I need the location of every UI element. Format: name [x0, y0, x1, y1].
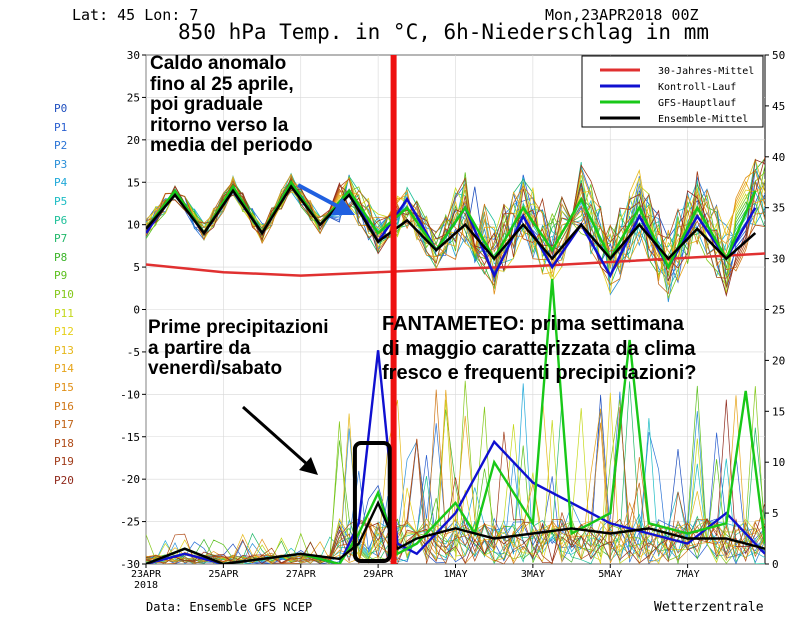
- member-label: P16: [54, 399, 74, 413]
- left-tick-label: -5: [127, 346, 140, 359]
- ensemble-member-precipitation: [146, 431, 765, 564]
- ensemble-member-precipitation: [146, 409, 765, 564]
- x-axis: 23APR 25APR 27APR 29APR 1MAY 3MAY 5MAY 7MAY 2018: [131, 564, 700, 591]
- right-tick-label: 30: [772, 253, 785, 266]
- left-tick-label: 30: [127, 49, 140, 62]
- member-label: P9: [54, 269, 68, 283]
- legend: 30-Jahres-Mittel Kontroll-Lauf GFS-Hauptla…: [581, 55, 764, 128]
- legend-entry: Kontroll-Lauf: [658, 82, 736, 93]
- precipitation-highlight-box: [352, 441, 392, 563]
- legend-entry: Ensemble-Mittel: [658, 114, 748, 125]
- right-tick-label: 50: [772, 49, 785, 62]
- ensemble-member-precipitation: [146, 408, 765, 564]
- x-tick-label: 5MAY: [598, 569, 622, 580]
- member-label: P0: [54, 102, 68, 115]
- member-label: P1: [54, 120, 68, 134]
- left-tick-label: -15: [120, 431, 140, 444]
- member-label: P13: [54, 343, 74, 357]
- x-tick-label: 1MAY: [443, 569, 467, 580]
- x-tick-label: 23APR: [131, 569, 162, 580]
- member-label: P2: [54, 139, 68, 153]
- right-tick-label: 0: [772, 558, 779, 571]
- member-label: P8: [54, 250, 68, 264]
- right-tick-label: 5: [772, 507, 779, 520]
- data-source-label: Data: Ensemble GFS NCEP: [146, 600, 313, 614]
- ensemble-member-precipitation: [146, 407, 765, 564]
- annotation-outlook: FANTAMETEO: prima settimana di maggio ca…: [382, 313, 697, 385]
- member-label: P6: [54, 213, 68, 227]
- series-temperature-30-jahres-mittel: [146, 252, 765, 277]
- x-tick-label: 25APR: [208, 569, 239, 580]
- x-tick-label: 29APR: [363, 569, 394, 580]
- annotation-arrow-precipitation: [242, 405, 318, 475]
- member-label: P11: [54, 306, 74, 320]
- annotation-precipitation: Prime precipitazioni a partire da venerd…: [148, 317, 329, 380]
- ensemble-member-precipitation: [146, 392, 765, 564]
- right-tick-label: 35: [772, 202, 785, 215]
- right-axis: 0 5 10 15 20 25 30 35 40 45 50: [765, 49, 785, 571]
- annotation-temperature: Caldo anomalo fino al 25 aprile, poi gra…: [150, 53, 313, 157]
- left-tick-label: 25: [127, 91, 140, 104]
- right-tick-label: 15: [772, 405, 785, 418]
- right-tick-label: 45: [772, 100, 785, 113]
- left-tick-label: 10: [127, 219, 140, 232]
- left-tick-label: 20: [127, 134, 140, 147]
- chart-title: 850 hPa Temp. in °C, 6h-Niederschlag in …: [178, 20, 710, 44]
- x-tick-label: 27APR: [286, 569, 317, 580]
- member-label: P10: [54, 288, 74, 301]
- location-label: Lat: 45 Lon: 7: [72, 6, 199, 24]
- left-tick-label: -25: [120, 516, 140, 529]
- ensemble-member-precipitation: [146, 399, 765, 564]
- member-label: P18: [54, 436, 74, 450]
- ensemble-member-precipitation: [146, 381, 765, 564]
- ensemble-member-temperature: [146, 159, 765, 297]
- right-tick-label: 20: [772, 354, 785, 367]
- series-precipitation-ensemble-mittel: [146, 499, 765, 564]
- member-label: P3: [54, 157, 68, 171]
- x-tick-label: 3MAY: [521, 569, 545, 580]
- legend-entry: 30-Jahres-Mittel: [658, 66, 754, 77]
- annotation-arrow-temperature: [297, 183, 355, 215]
- right-tick-label: 25: [772, 304, 785, 317]
- main-series: [146, 179, 765, 564]
- left-tick-label: 5: [133, 261, 140, 274]
- left-tick-label: -10: [120, 388, 140, 401]
- left-tick-label: -20: [120, 473, 140, 486]
- member-label: P7: [54, 232, 68, 246]
- member-label: P15: [54, 381, 74, 394]
- member-label: P19: [54, 455, 74, 469]
- x-tick-label: 7MAY: [676, 569, 700, 580]
- run-date-label: Mon,23APR2018 00Z: [545, 6, 699, 24]
- member-label: P5: [54, 195, 68, 208]
- member-label: P17: [54, 418, 74, 432]
- provider-label: Wetterzentrale: [654, 600, 764, 615]
- left-axis: -30 -25 -20 -15 -10 -5 0 5 10 15 20 25 30: [120, 49, 146, 571]
- x-year-label: 2018: [134, 580, 158, 591]
- right-tick-label: 10: [772, 456, 785, 469]
- member-label: P4: [54, 176, 68, 190]
- legend-entry: GFS-Hauptlauf: [658, 98, 736, 109]
- series-temperature-ensemble-mittel: [146, 184, 757, 261]
- member-label: P14: [54, 362, 74, 376]
- left-tick-label: 15: [127, 176, 140, 189]
- ensemble-member-precipitation: [146, 389, 765, 564]
- member-label: P20: [54, 474, 74, 487]
- left-tick-label: 0: [133, 304, 140, 317]
- right-tick-label: 40: [772, 151, 785, 164]
- member-label: P12: [54, 325, 74, 339]
- left-tick-label: -30: [120, 558, 140, 571]
